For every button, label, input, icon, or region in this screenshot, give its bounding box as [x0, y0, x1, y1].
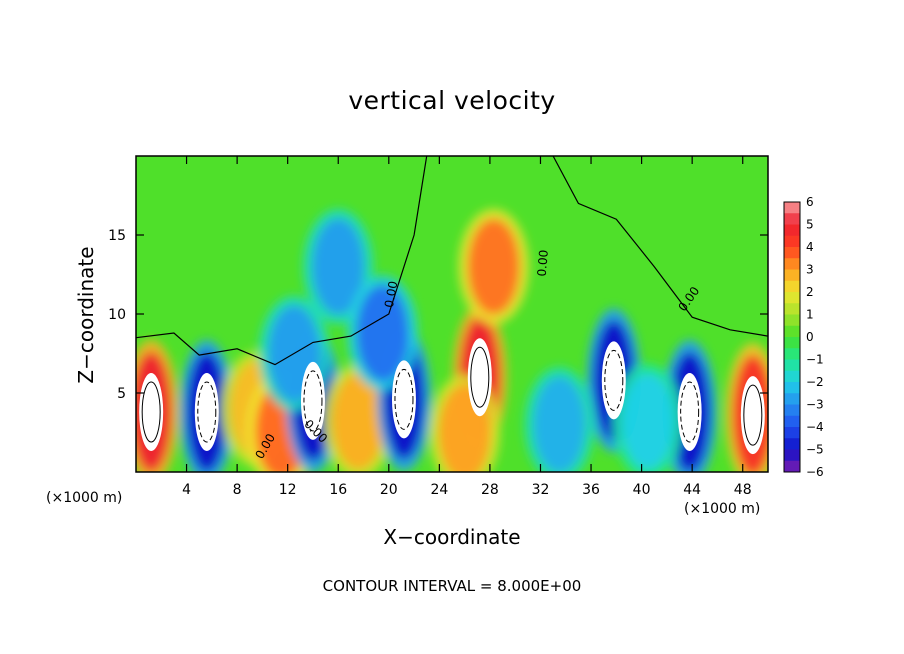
- colorbar-swatch: [784, 325, 800, 338]
- colorbar-swatch: [784, 303, 800, 315]
- colorbar-swatch: [784, 348, 800, 360]
- velocity-cell: [356, 284, 409, 381]
- contour-line: [743, 384, 763, 446]
- x-unit-label-left: (×1000 m): [46, 490, 123, 506]
- y-tick-label: 10: [108, 307, 126, 323]
- colorbar-swatch: [784, 337, 800, 349]
- x-tick-label: 12: [279, 482, 297, 498]
- contour-line: [303, 370, 323, 432]
- colorbar-swatch: [784, 460, 800, 473]
- velocity-cell: [533, 376, 586, 472]
- velocity-cell-core: [391, 360, 416, 439]
- colorbar-swatch: [784, 427, 800, 439]
- colorbar-label: −5: [806, 443, 824, 457]
- colorbar-swatch: [784, 292, 800, 304]
- colorbar-label: −3: [806, 398, 824, 412]
- velocity-cell: [312, 218, 365, 315]
- contour-line: [197, 381, 217, 443]
- zero-contour: [552, 156, 768, 337]
- x-tick-label: 32: [532, 482, 550, 498]
- colorbar-label: −6: [806, 465, 824, 479]
- x-tick-label: 44: [683, 482, 701, 498]
- x-tick-label: 16: [329, 482, 347, 498]
- colorbar-swatch: [784, 247, 800, 259]
- x-tick-label: 36: [582, 482, 600, 498]
- x-tick-label: 8: [233, 482, 242, 498]
- colorbar-label: −2: [806, 375, 824, 389]
- colorbar-frame: [783, 201, 801, 473]
- x-tick-label: 24: [430, 482, 448, 498]
- colorbar-label: 2: [806, 285, 814, 299]
- colorbar-label: −4: [806, 420, 824, 434]
- colorbar-swatch: [784, 404, 800, 417]
- y-tick-label: 5: [117, 386, 126, 402]
- colorbar-label: 1: [806, 308, 814, 322]
- colorbar-swatch: [784, 415, 800, 428]
- colorbar-swatch: [784, 370, 800, 383]
- chart-title: vertical velocity: [348, 86, 556, 115]
- colorbar-swatch: [784, 224, 800, 237]
- colorbar-label: 3: [806, 263, 814, 277]
- contour-label: 0.00: [382, 280, 400, 309]
- colorbar-swatch: [784, 449, 800, 462]
- colorbar-label: 0: [806, 330, 814, 344]
- colorbar-swatch: [784, 359, 800, 372]
- colorbar-swatch: [784, 280, 800, 293]
- x-tick-label: 20: [380, 482, 398, 498]
- colorbar-swatch: [784, 382, 800, 394]
- colorbar-label: 6: [806, 195, 814, 209]
- contour-line: [470, 346, 490, 408]
- x-tick-label: 28: [481, 482, 499, 498]
- colorbar-swatch: [784, 258, 800, 270]
- colorbar-swatch: [784, 393, 800, 405]
- x-axis-label: X−coordinate: [383, 525, 521, 549]
- colorbar-label: 5: [806, 218, 814, 232]
- velocity-cell-core: [194, 372, 219, 451]
- velocity-cell-core: [139, 372, 164, 451]
- zero-contour: [136, 156, 428, 366]
- velocity-cell-core: [677, 372, 702, 451]
- y-tick-label: 15: [108, 228, 126, 244]
- colorbar-label: −1: [806, 353, 824, 367]
- contour-line: [680, 381, 700, 443]
- colorbar-swatch: [784, 202, 800, 214]
- velocity-cell-core: [467, 338, 492, 417]
- colorbar-swatch: [784, 438, 800, 450]
- velocity-cell-core: [740, 376, 765, 455]
- contour-label: 0.00: [535, 249, 551, 277]
- velocity-field: [136, 156, 768, 472]
- colorbar-swatch: [784, 314, 800, 327]
- x-tick-label: 40: [633, 482, 651, 498]
- colorbar-swatch: [784, 235, 800, 248]
- velocity-cell-core: [601, 341, 626, 420]
- x-tick-label: 48: [734, 482, 752, 498]
- contour-line: [604, 349, 624, 411]
- velocity-cell: [332, 373, 385, 470]
- contour-line: [394, 368, 414, 430]
- colorbar-swatch: [784, 269, 800, 282]
- contour-line: [141, 381, 161, 443]
- velocity-cell: [621, 373, 674, 470]
- colorbar-label: 4: [806, 240, 814, 254]
- colorbar: 6 5 4 3 2 1 0 −1 −2 −3 −4 −5 −6: [783, 195, 824, 479]
- velocity-cell-core: [300, 361, 325, 440]
- velocity-cell: [467, 218, 520, 315]
- x-tick-label: 4: [182, 482, 191, 498]
- contour-interval-note: CONTOUR INTERVAL = 8.000E+00: [322, 577, 582, 595]
- x-unit-label-right: (×1000 m): [684, 501, 761, 517]
- colorbar-swatch: [784, 213, 800, 225]
